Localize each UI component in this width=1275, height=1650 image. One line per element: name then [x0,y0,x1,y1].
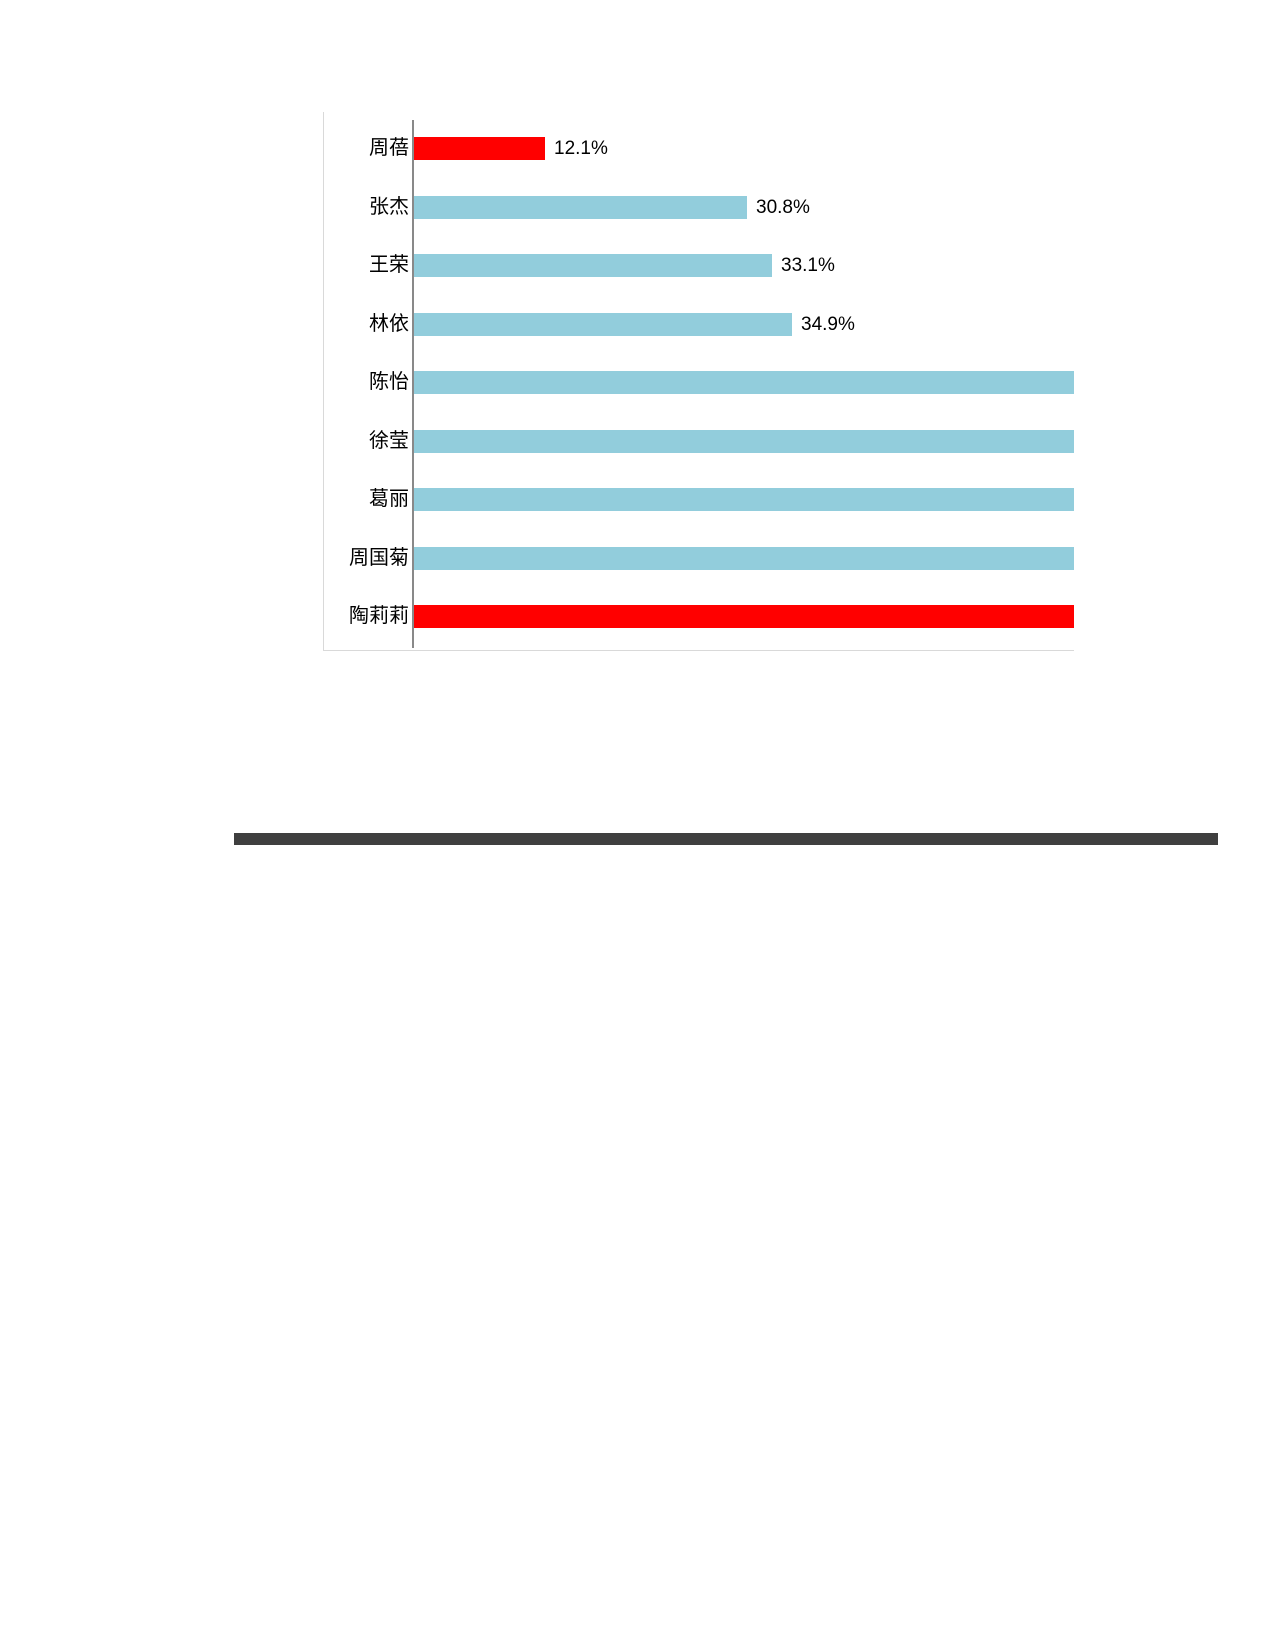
bar-track: 33.1% [414,254,1074,277]
category-label: 王荣 [369,254,409,276]
data-bar [414,312,792,336]
bar-track: 34.9% [414,312,1074,336]
value-label: 30.8% [756,196,810,218]
category-label: 林依 [369,312,409,335]
category-label: 周国菊 [349,546,409,569]
data-bar [414,254,772,277]
data-bar [414,137,545,160]
data-bar [414,605,1074,628]
section-divider-bar [234,833,1218,845]
bar-track: 12.1% [414,137,1074,160]
category-label: 葛丽 [369,488,409,510]
data-bar [414,488,1074,511]
category-label: 张杰 [369,195,409,218]
bar-row: 陈怡 [324,371,1074,394]
category-label: 周蓓 [369,137,409,159]
category-label: 徐莹 [369,429,409,452]
bar-row: 周国菊 [324,546,1074,570]
bar-row: 王荣 33.1% [324,254,1074,277]
bar-chart: 周蓓 12.1% 张杰 30.8% 王荣 33.1% 林依 34.9% 陈怡徐莹葛丽周国菊陶莉莉 [323,112,1074,651]
data-bar [414,429,1074,453]
bar-track [414,488,1074,511]
bar-row: 徐莹 [324,429,1074,453]
bar-row: 林依 34.9% [324,312,1074,336]
bar-track [414,371,1074,394]
value-label: 34.9% [801,313,855,335]
bar-track [414,429,1074,453]
bar-track: 30.8% [414,195,1074,219]
bar-row: 张杰 30.8% [324,195,1074,219]
data-bar [414,546,1074,570]
data-bar [414,371,1074,394]
bar-track [414,546,1074,570]
data-bar [414,195,747,219]
category-label: 陶莉莉 [349,605,409,627]
category-label: 陈怡 [369,371,409,393]
bar-row: 葛丽 [324,488,1074,511]
y-axis-line [412,120,414,648]
bar-row: 周蓓 12.1% [324,137,1074,160]
value-label: 12.1% [554,138,608,159]
bar-row: 陶莉莉 [324,605,1074,628]
value-label: 33.1% [781,255,835,276]
bar-track [414,605,1074,628]
